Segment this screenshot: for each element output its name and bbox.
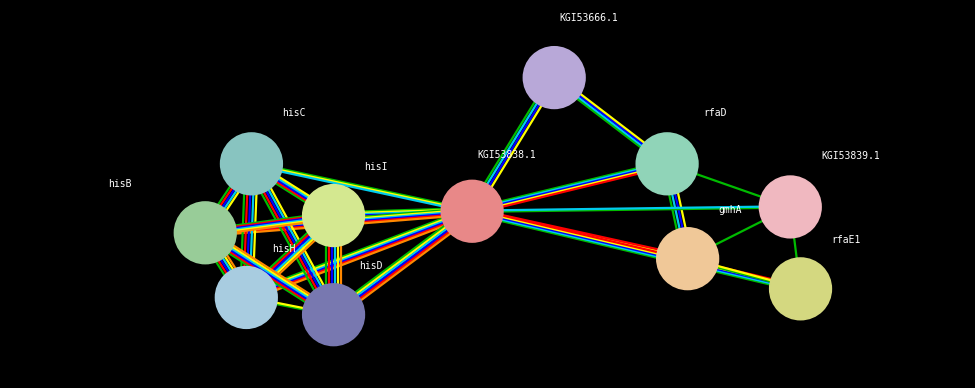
Ellipse shape [215, 267, 277, 328]
Ellipse shape [760, 176, 821, 238]
Ellipse shape [303, 284, 365, 345]
Ellipse shape [175, 202, 236, 263]
Ellipse shape [769, 258, 832, 320]
Ellipse shape [220, 133, 282, 195]
Text: gmhA: gmhA [719, 205, 742, 215]
Ellipse shape [303, 185, 365, 246]
Ellipse shape [657, 228, 719, 289]
Text: KGI53666.1: KGI53666.1 [560, 13, 618, 23]
Text: hisD: hisD [359, 261, 383, 271]
Ellipse shape [442, 180, 503, 242]
Text: rfaE1: rfaE1 [832, 235, 861, 245]
Ellipse shape [524, 47, 585, 108]
Ellipse shape [637, 133, 698, 195]
Text: hisH: hisH [272, 244, 295, 254]
Text: KGI53839.1: KGI53839.1 [821, 151, 879, 161]
Text: KGI53838.1: KGI53838.1 [477, 150, 536, 160]
Text: hisB: hisB [108, 179, 132, 189]
Text: rfaD: rfaD [703, 108, 726, 118]
Text: hisC: hisC [282, 108, 306, 118]
Text: hisI: hisI [365, 162, 388, 172]
